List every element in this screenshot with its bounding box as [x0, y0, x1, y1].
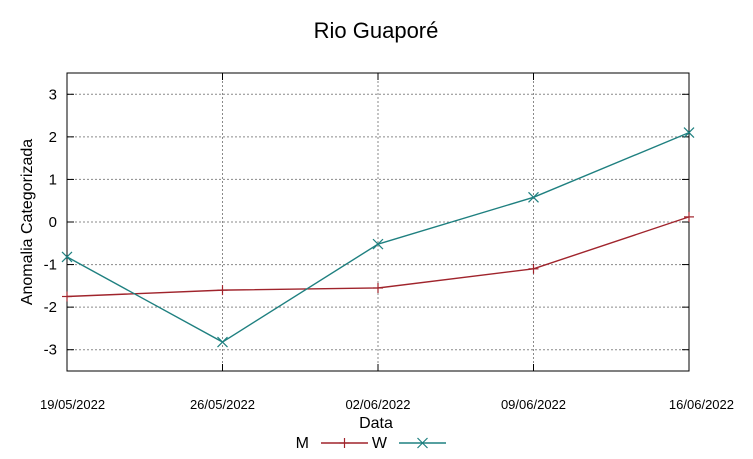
y-tick-label: 3 — [49, 86, 57, 103]
x-tick-label: 02/06/2022 — [345, 397, 410, 412]
y-axis-ticks: -3 -2 -1 0 1 2 3 — [44, 86, 689, 359]
x-tick-label: 16/06/2022 — [669, 397, 734, 412]
data-point-m — [684, 211, 694, 222]
legend-label: M — [296, 435, 309, 452]
y-tick-label: -1 — [44, 257, 57, 274]
x-tick-label: 09/06/2022 — [501, 397, 566, 412]
y-axis-label: Anomalia Categorizada — [19, 139, 36, 305]
legend-label: W — [372, 435, 388, 452]
series-layer — [61, 127, 695, 348]
legend-marker — [417, 437, 428, 449]
x-axis-ticks: 19/05/2022 26/05/2022 02/06/2022 09/06/2022… — [40, 73, 734, 412]
data-point-w — [61, 251, 73, 263]
data-point-w — [683, 127, 695, 139]
y-tick-label: -3 — [44, 342, 57, 359]
data-point-w — [217, 336, 228, 348]
gridlines — [67, 73, 689, 371]
chart-title: Rio Guaporé — [314, 18, 439, 43]
x-tick-label: 19/05/2022 — [40, 397, 105, 412]
data-point-m — [62, 291, 72, 302]
data-point-m — [528, 263, 539, 274]
x-axis-label: Data — [359, 415, 393, 432]
data-point-w — [528, 191, 539, 203]
data-point-w — [372, 238, 384, 250]
y-tick-label: -2 — [44, 299, 57, 316]
data-point-m — [217, 285, 228, 296]
data-point-m — [373, 282, 383, 293]
y-tick-label: 1 — [49, 171, 57, 188]
legend-item-m: M — [296, 435, 368, 452]
y-tick-label: 0 — [49, 214, 57, 231]
y-tick-label: 2 — [49, 129, 57, 146]
legend-item-w: W — [372, 435, 446, 452]
legend-marker — [339, 438, 350, 448]
x-tick-label: 26/05/2022 — [190, 397, 255, 412]
